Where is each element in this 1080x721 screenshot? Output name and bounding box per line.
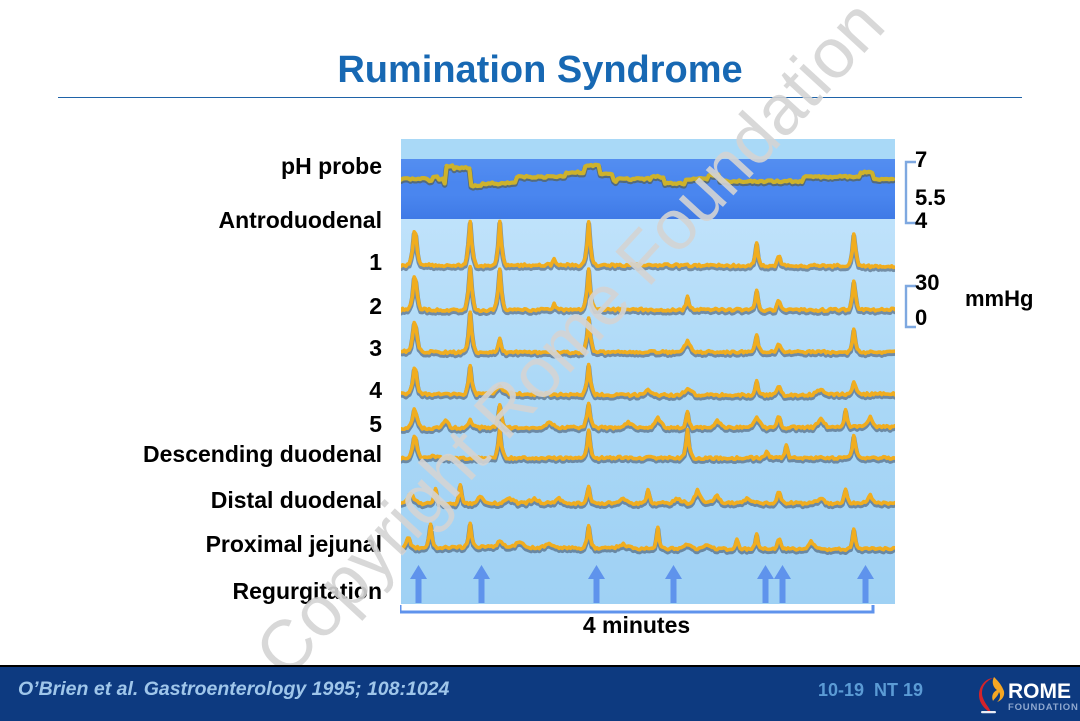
svg-text:ROME: ROME (1008, 680, 1071, 703)
svg-text:FOUNDATION: FOUNDATION (1008, 702, 1078, 713)
